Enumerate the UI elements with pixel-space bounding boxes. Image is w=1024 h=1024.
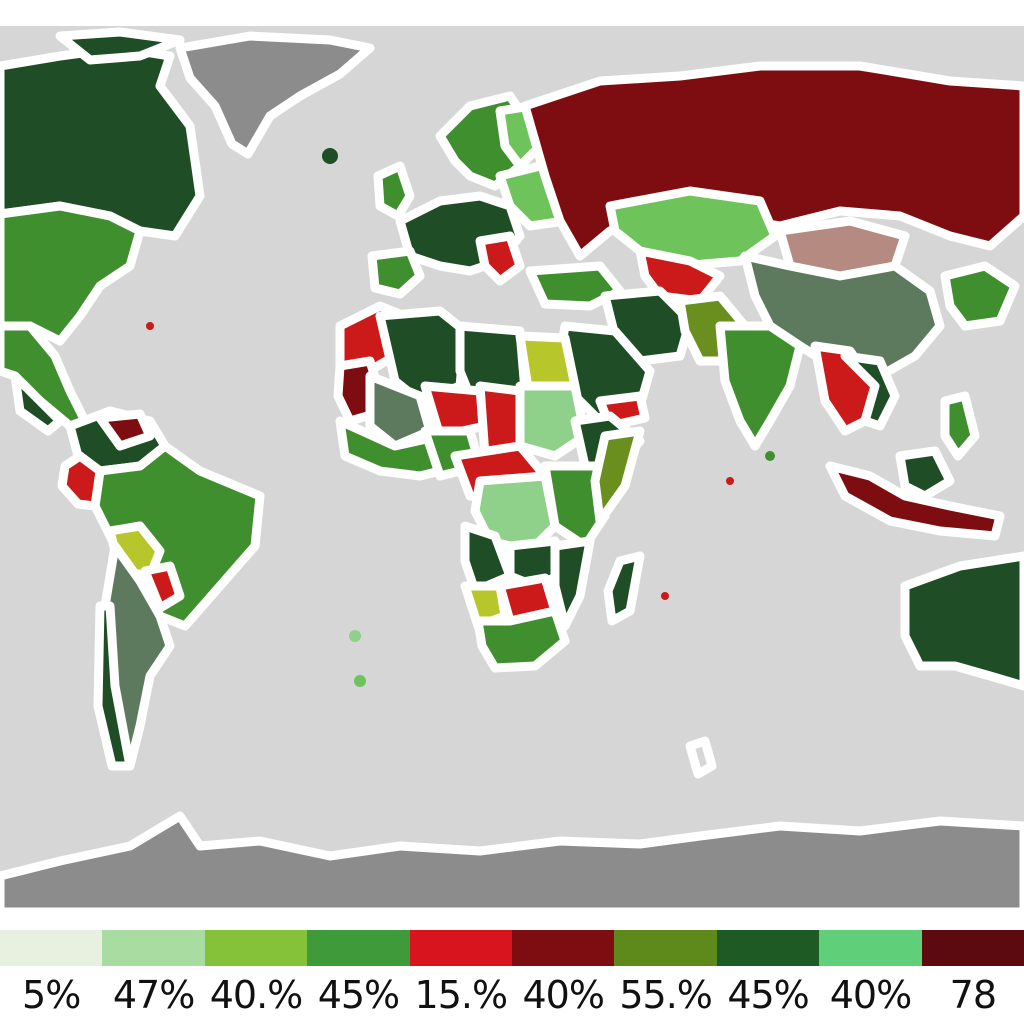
region-south-africa[interactable]	[473, 606, 570, 673]
region-indochina[interactable]	[840, 351, 900, 431]
region-mozambique[interactable]	[550, 536, 595, 631]
region-antarctica[interactable]	[0, 811, 1024, 912]
legend-label: 45%	[727, 973, 809, 1017]
legend-swatch	[0, 930, 103, 966]
island-marker	[661, 592, 669, 600]
region-balkans[interactable]	[475, 231, 525, 286]
legend-swatch	[204, 930, 308, 966]
region-uk[interactable]	[373, 161, 415, 221]
region-sri-lanka[interactable]	[765, 451, 775, 461]
legend-swatch	[716, 930, 820, 966]
legend-label: 40%	[522, 973, 605, 1017]
map-canvas[interactable]	[0, 26, 1024, 912]
region-somalia[interactable]	[590, 426, 645, 526]
region-egypt[interactable]	[515, 331, 580, 393]
island-marker	[260, 766, 270, 776]
region-chile[interactable]	[93, 601, 135, 771]
region-iceland[interactable]	[322, 148, 338, 164]
island-marker	[354, 675, 366, 687]
island-marker	[146, 322, 154, 330]
legend-label: 40%	[829, 973, 912, 1017]
region-sudan[interactable]	[515, 381, 590, 461]
legend-swatch	[819, 930, 922, 966]
region-arctic-islands[interactable]	[55, 27, 185, 65]
region-venezuela[interactable]	[95, 409, 155, 451]
legend-label: 47%	[112, 973, 195, 1017]
legend-label: 55.%	[619, 973, 713, 1017]
region-central-america[interactable]	[10, 371, 65, 436]
region-paraguay[interactable]	[140, 561, 185, 613]
legend-label: 5%	[22, 973, 81, 1017]
legend-swatch	[102, 930, 205, 966]
legend-label: 45%	[317, 973, 400, 1017]
island-marker	[726, 477, 734, 485]
region-borneo[interactable]	[895, 446, 955, 501]
region-australia[interactable]	[900, 551, 1024, 691]
region-madagascar[interactable]	[603, 551, 645, 626]
legend-label: 40.%	[209, 973, 304, 1017]
legend-labels: 5% 47% 40.% 45% 15.% 40% 55.% 45% 40% 78	[0, 970, 1024, 1024]
region-greenland[interactable]	[175, 31, 375, 159]
region-philippines[interactable]	[940, 391, 980, 461]
region-east-africa[interactable]	[540, 461, 610, 551]
legend-swatch	[921, 930, 1024, 966]
region-indonesia[interactable]	[825, 461, 1005, 541]
region-peru[interactable]	[57, 451, 105, 511]
legend-label: 78	[949, 973, 997, 1017]
region-iberia[interactable]	[367, 246, 425, 299]
region-new-zealand	[685, 736, 717, 779]
legend-swatch	[307, 930, 410, 966]
legend-swatch	[409, 930, 513, 966]
island-marker	[349, 630, 361, 642]
region-india[interactable]	[715, 321, 805, 451]
legend-color-bar	[0, 930, 1024, 966]
legend-swatch	[512, 930, 615, 966]
region-kazakhstan[interactable]	[605, 186, 780, 271]
region-korea-japan[interactable]	[940, 261, 1020, 331]
legend-label: 15.%	[414, 973, 509, 1017]
legend-swatch	[614, 930, 717, 966]
world-map[interactable]	[0, 26, 1024, 912]
